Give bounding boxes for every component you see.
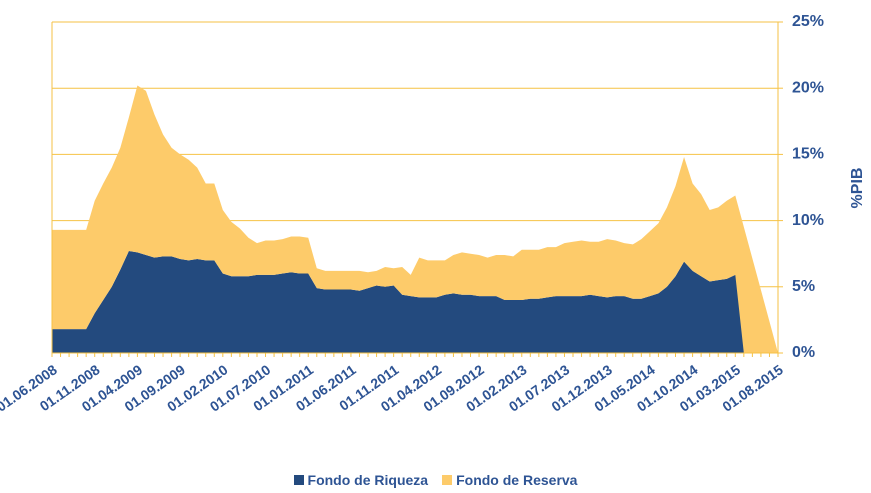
chart: %PIB 0%5%10%15%20%25%01.06.200801.11.200…	[0, 13, 866, 414]
y-axis-label: %PIB	[849, 168, 866, 209]
legend-swatch	[293, 475, 304, 485]
legend: Fondo de Riqueza Fondo de Reserva	[0, 472, 871, 488]
y-tick-label: 25%	[792, 13, 824, 30]
legend-item: Fondo de Reserva	[442, 472, 577, 488]
y-tick-label: 15%	[792, 146, 824, 163]
area	[52, 251, 778, 353]
y-tick-label: 0%	[792, 344, 815, 361]
y-tick-label: 10%	[792, 212, 824, 229]
legend-label: Fondo de Reserva	[456, 472, 578, 488]
area	[52, 85, 778, 353]
y-tick-label: 5%	[792, 278, 815, 295]
legend-label: Fondo de Riqueza	[307, 472, 429, 488]
legend-swatch	[442, 475, 453, 485]
legend-item: Fondo de Riqueza	[293, 472, 429, 488]
y-tick-label: 20%	[792, 79, 824, 96]
